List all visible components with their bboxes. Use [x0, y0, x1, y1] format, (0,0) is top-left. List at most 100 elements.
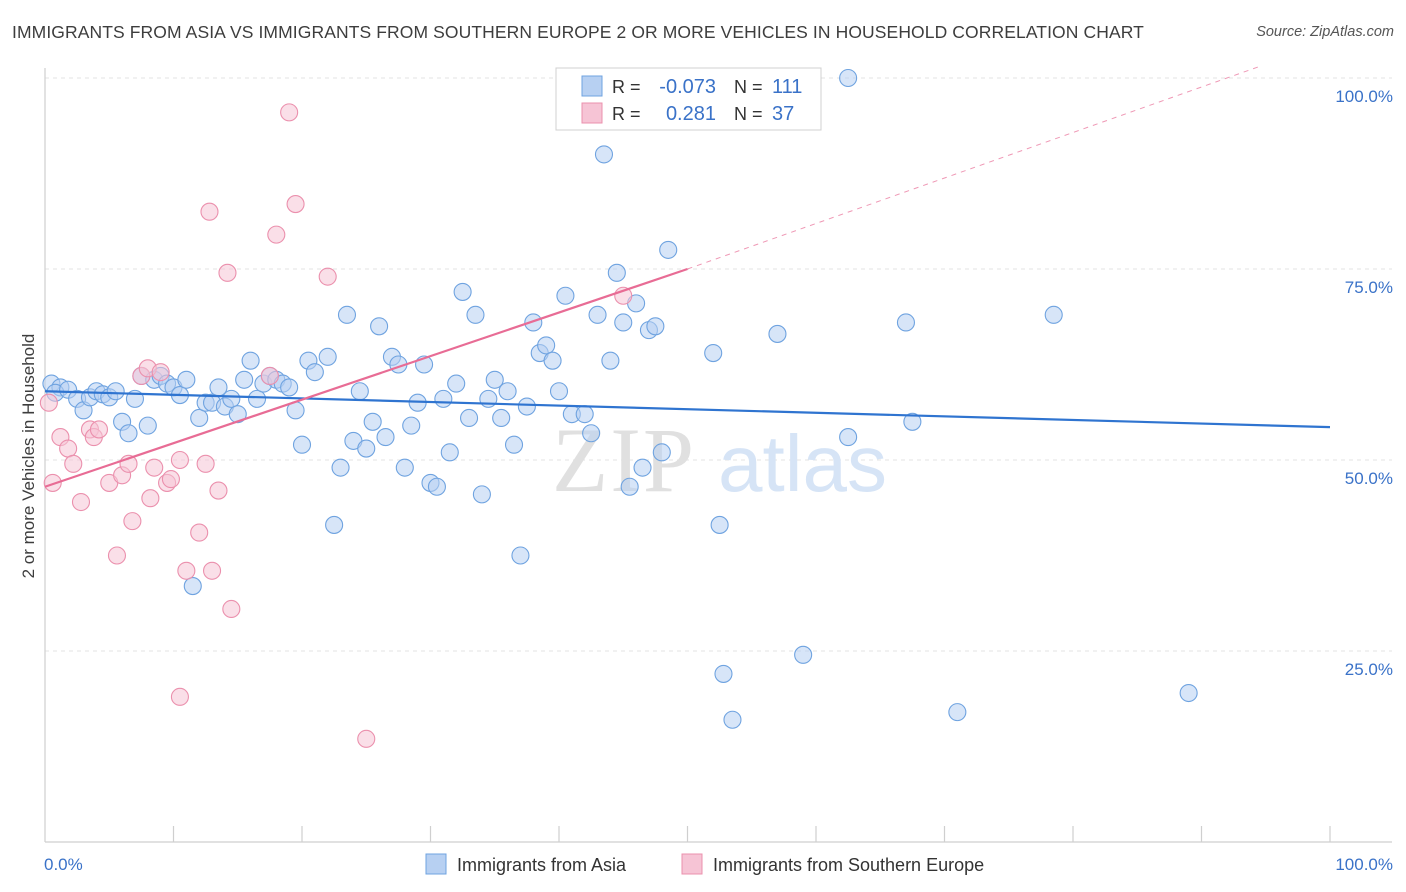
point-southern-europe-28	[209, 481, 228, 500]
point-asia-42	[318, 347, 337, 366]
point-southern-europe-1	[43, 473, 62, 492]
point-asia-78	[549, 382, 569, 401]
stats-swatch-southern-europe	[581, 102, 603, 124]
point-asia-100	[768, 324, 787, 343]
y-axis-title: 2 or more Vehicles in Household	[19, 334, 38, 579]
point-asia-106	[948, 703, 967, 722]
point-asia-28	[222, 389, 241, 408]
point-asia-61	[440, 443, 459, 462]
point-southern-europe-29	[218, 263, 237, 282]
point-asia-22	[183, 577, 202, 596]
point-asia-90	[633, 458, 652, 477]
stats-r-label-southern-europe: R =	[612, 104, 641, 124]
point-southern-europe-20	[161, 470, 180, 489]
point-asia-41	[305, 363, 324, 382]
point-southern-europe-16	[141, 489, 160, 508]
stats-r-value-southern-europe: 0.281	[666, 103, 716, 125]
point-asia-102	[839, 68, 858, 88]
point-asia-30	[235, 370, 254, 389]
point-asia-51	[376, 428, 395, 447]
y-tick-label-50: 50.0%	[1345, 469, 1393, 488]
point-asia-82	[582, 424, 601, 443]
point-asia-32	[247, 389, 267, 408]
point-southern-europe-32	[267, 225, 286, 244]
point-southern-europe-17	[145, 458, 164, 477]
y-tick-label-25: 25.0%	[1345, 660, 1393, 679]
legend-label-asia: Immigrants from Asia	[457, 855, 627, 875]
stats-legend: R = -0.073 N = 111 R = 0.281 N = 37	[555, 67, 822, 131]
x-tick-label-min: 0.0%	[44, 855, 83, 874]
point-asia-37	[280, 378, 299, 397]
point-asia-31	[241, 351, 260, 370]
stats-r-label-asia: R =	[612, 77, 641, 97]
point-asia-47	[350, 382, 369, 401]
point-asia-73	[517, 397, 536, 416]
x-tick-label-max: 100.0%	[1335, 855, 1393, 874]
point-asia-43	[325, 515, 344, 534]
point-asia-104	[896, 313, 916, 332]
y-tick-labels: 25.0% 50.0% 75.0% 100.0%	[1335, 87, 1393, 679]
point-asia-48	[357, 439, 376, 458]
point-asia-86	[607, 263, 626, 282]
point-southern-europe-3	[59, 439, 78, 458]
point-asia-65	[466, 305, 485, 324]
point-asia-79	[556, 286, 575, 305]
point-asia-107	[1044, 305, 1063, 324]
point-asia-12	[119, 424, 138, 443]
trend-line-southern-europe-extension	[687, 66, 1260, 270]
point-asia-95	[704, 343, 723, 363]
source-label: Source: ZipAtlas.com	[1256, 24, 1394, 40]
point-asia-15	[138, 416, 157, 435]
point-asia-76	[537, 336, 556, 355]
point-asia-54	[395, 458, 414, 477]
point-asia-103	[839, 428, 858, 447]
stats-r-value-asia: -0.073	[659, 76, 716, 98]
point-southern-europe-0	[39, 393, 58, 412]
point-southern-europe-13	[123, 512, 142, 531]
point-southern-europe-21	[170, 450, 189, 470]
point-asia-59	[427, 477, 446, 496]
point-southern-europe-8	[89, 420, 109, 439]
point-asia-64	[459, 408, 479, 428]
point-asia-45	[337, 305, 357, 324]
point-southern-europe-5	[71, 492, 91, 512]
point-asia-97	[714, 664, 733, 683]
point-asia-50	[370, 317, 389, 336]
point-southern-europe-22	[170, 687, 189, 706]
trend-lines	[44, 66, 1331, 488]
point-southern-europe-10	[107, 546, 127, 565]
series-legend: Immigrants from Asia Immigrants from Sou…	[425, 853, 984, 875]
point-asia-101	[794, 645, 813, 664]
point-asia-62	[447, 374, 466, 393]
point-asia-81	[575, 405, 594, 424]
stats-swatch-asia	[581, 75, 603, 97]
point-asia-23	[190, 408, 209, 428]
point-asia-60	[434, 389, 453, 408]
point-asia-84	[594, 145, 614, 164]
data-points	[39, 68, 1198, 748]
point-asia-93	[652, 443, 671, 462]
legend-swatch-southern-europe	[681, 853, 703, 875]
point-asia-68	[485, 370, 504, 389]
point-asia-71	[504, 435, 524, 454]
point-southern-europe-4	[64, 454, 83, 473]
chart-title: IMMIGRANTS FROM ASIA VS IMMIGRANTS FROM …	[12, 22, 1144, 42]
point-southern-europe-31	[260, 366, 279, 386]
point-southern-europe-36	[357, 729, 376, 748]
point-southern-europe-35	[318, 267, 337, 286]
point-asia-72	[511, 546, 530, 565]
watermark-zip: ZIP	[552, 409, 696, 511]
point-asia-94	[659, 240, 678, 259]
point-southern-europe-30	[222, 599, 241, 619]
legend-swatch-asia	[425, 853, 447, 875]
point-asia-88	[620, 477, 639, 496]
point-asia-83	[588, 305, 607, 324]
point-southern-europe-23	[177, 561, 196, 580]
point-asia-10	[106, 382, 125, 401]
point-asia-21	[177, 370, 196, 389]
point-asia-44	[331, 458, 350, 477]
stats-n-value-asia: 111	[772, 76, 802, 98]
trend-line-southern-europe	[44, 267, 688, 488]
point-asia-70	[498, 382, 517, 401]
